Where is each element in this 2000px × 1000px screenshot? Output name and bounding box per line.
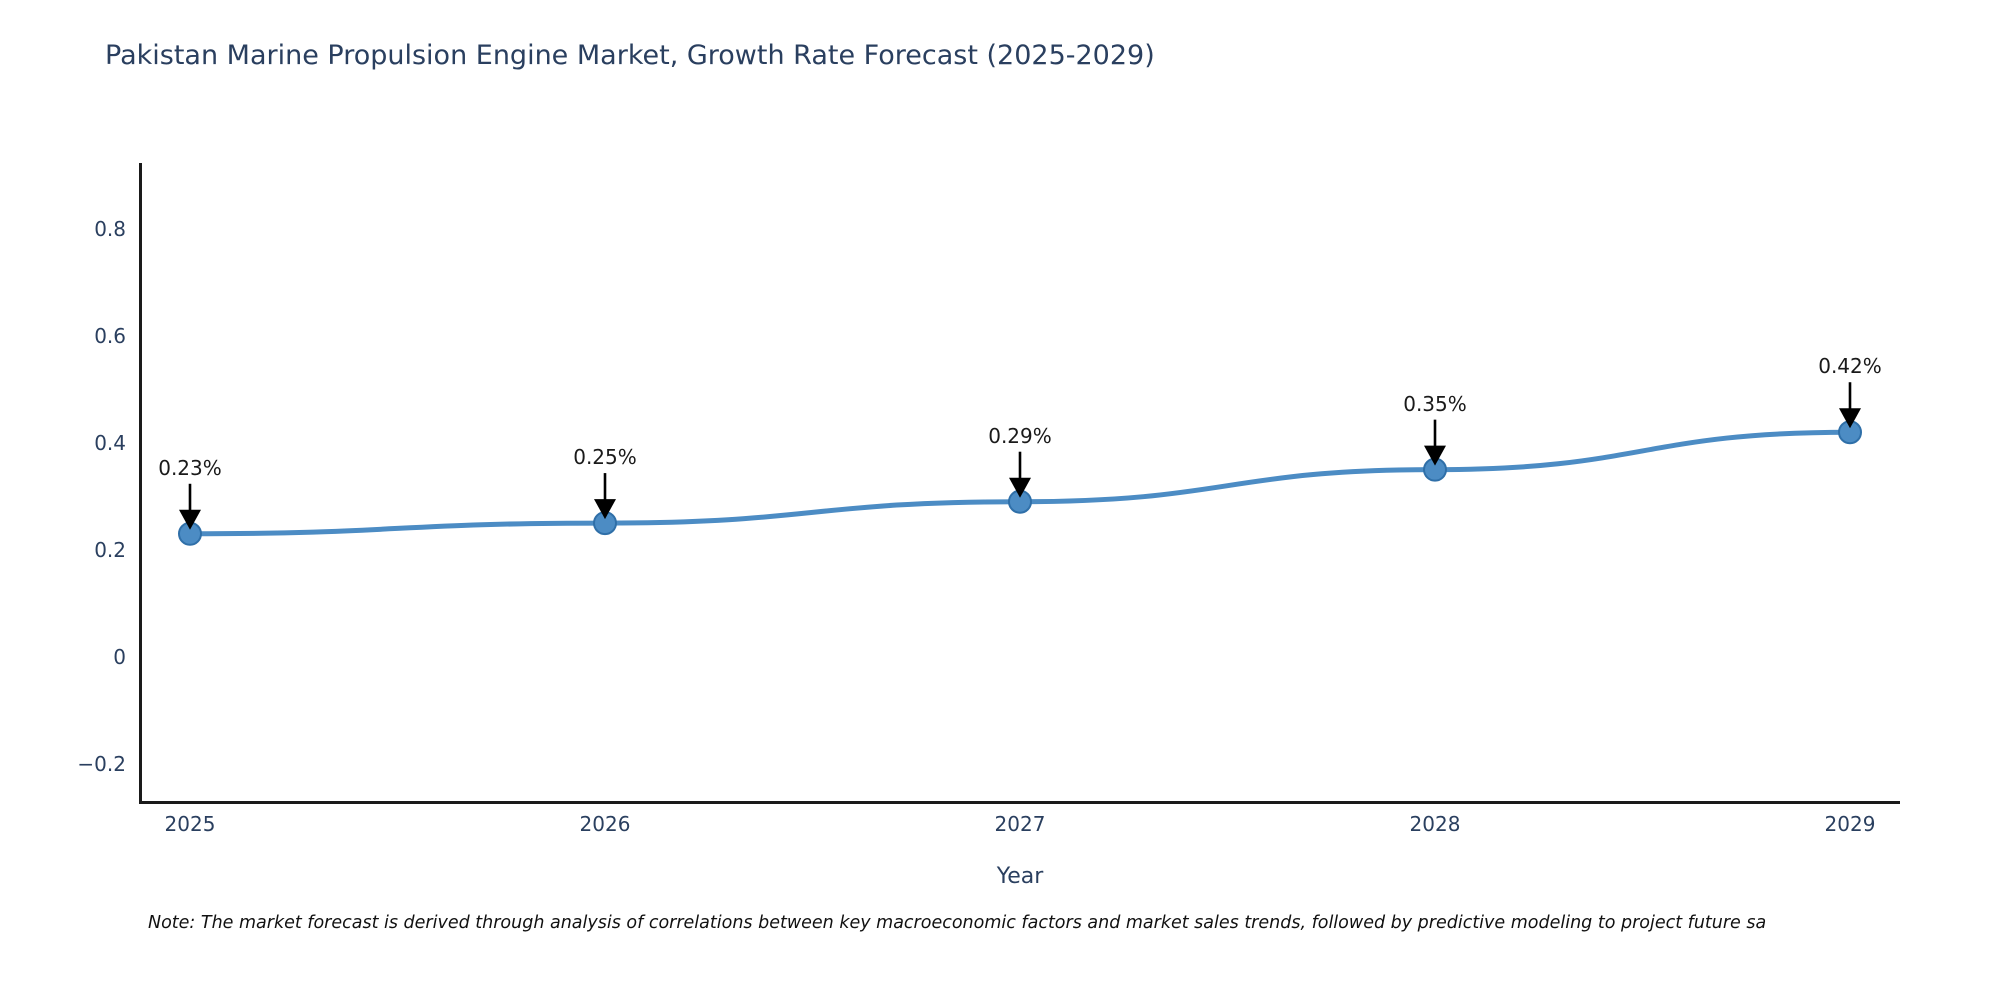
y-axis-tick: 0.2 — [94, 537, 126, 562]
annotation-arrow-5 — [1839, 382, 1861, 429]
y-axis-tick: 0 — [113, 644, 126, 669]
y-axis-tick-labels: 0.8 0.6 0.4 0.2 0 −0.2 — [0, 0, 126, 1000]
annotation-arrow-4 — [1424, 419, 1446, 466]
data-point-label: 0.25% — [573, 445, 637, 470]
x-axis-spine — [139, 801, 1900, 804]
y-axis-title: Growth Rate Forecast — [0, 362, 6, 600]
data-point-marker[interactable] — [178, 521, 202, 546]
data-point-label: 0.35% — [1403, 391, 1467, 416]
y-axis-tick: 0.8 — [94, 217, 126, 242]
data-point-label: 0.23% — [158, 455, 222, 480]
data-point-marker[interactable] — [593, 511, 617, 536]
y-axis-spine — [139, 163, 142, 803]
data-point-marker[interactable] — [1423, 457, 1447, 482]
annotation-arrow-3 — [1009, 451, 1031, 498]
x-axis-tick: 2029 — [1824, 812, 1876, 836]
y-axis-tick: 0.6 — [94, 324, 126, 349]
data-point-label: 0.29% — [988, 423, 1052, 448]
x-axis-tick: 2025 — [164, 812, 216, 836]
x-axis-tick: 2027 — [994, 812, 1046, 836]
x-axis-title: Year — [996, 864, 1044, 889]
data-point-label: 0.42% — [1818, 354, 1882, 379]
annotation-arrow-2 — [594, 473, 616, 520]
x-axis-tick: 2028 — [1409, 812, 1461, 836]
x-axis-tick: 2026 — [579, 812, 631, 836]
page-title: Pakistan Marine Propulsion Engine Market… — [105, 40, 1155, 71]
y-axis-tick: −0.2 — [77, 751, 126, 776]
data-point-marker[interactable] — [1008, 489, 1032, 514]
y-axis-tick: 0.4 — [94, 430, 126, 455]
data-point-marker[interactable] — [1838, 420, 1862, 445]
chart-footnote: Note: The market forecast is derived thr… — [148, 913, 1767, 933]
annotation-arrow-1 — [179, 483, 201, 530]
